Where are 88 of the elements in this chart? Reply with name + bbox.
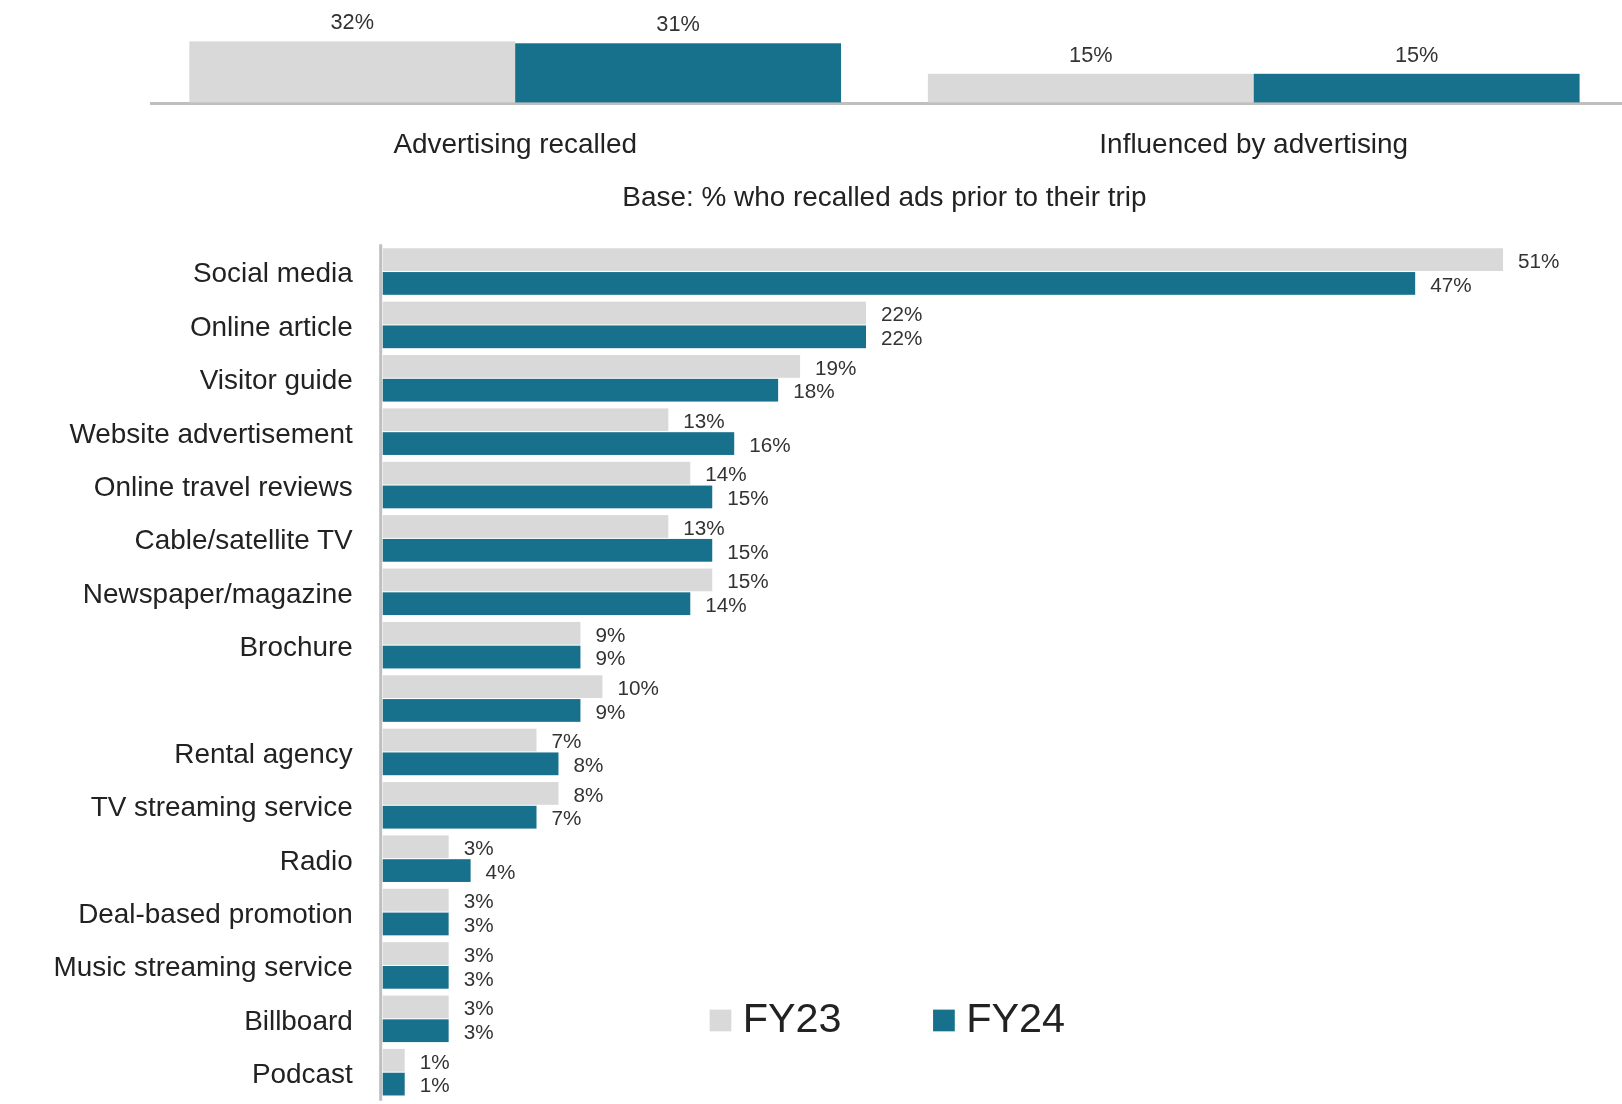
bar: [382, 965, 449, 989]
bar: [382, 355, 801, 378]
data-label: 3%: [463, 942, 494, 966]
bar: [382, 1072, 405, 1096]
y-tick-label: Cable/satellite TV: [134, 524, 354, 556]
x-tick-label: Advertising recalled: [393, 128, 637, 160]
bar: [382, 568, 713, 592]
bar: [382, 325, 867, 349]
x-tick-label: Influenced by advertising: [1099, 128, 1409, 160]
data-label: 8%: [573, 782, 604, 806]
y-tick-label: Visitor guide: [199, 364, 353, 396]
y-tick-label: Music streaming service: [53, 951, 353, 983]
data-label: 8%: [573, 753, 604, 777]
y-tick-label: TV streaming service: [90, 791, 353, 823]
chart-subtitle: Base: % who recalled ads prior to their trip: [622, 180, 1147, 212]
y-tick-label: Radio: [279, 844, 353, 876]
legend-label: FY23: [742, 995, 842, 1042]
data-label: 7%: [551, 729, 582, 753]
y-tick-label: Podcast: [251, 1058, 353, 1090]
data-label: 9%: [595, 646, 626, 670]
legend-label: FY24: [966, 995, 1066, 1042]
data-label: 47%: [1430, 272, 1472, 296]
bar: [382, 248, 1504, 272]
data-label: 9%: [595, 622, 626, 646]
data-label: 4%: [485, 859, 516, 883]
data-label: 16%: [749, 432, 791, 456]
data-label: 22%: [881, 326, 923, 350]
y-tick-label: Online article: [189, 310, 353, 342]
data-label: 14%: [705, 592, 747, 616]
data-label: 22%: [881, 302, 923, 326]
bar: [382, 699, 581, 722]
y-tick-label: Rental agency: [174, 737, 353, 769]
bar: [382, 752, 559, 776]
data-label: 13%: [683, 515, 725, 539]
bar: [382, 888, 449, 912]
y-tick-label: Website advertisement: [69, 417, 353, 449]
data-label: 32%: [330, 9, 374, 35]
y-tick-label: Newspaper/magazine: [82, 577, 353, 609]
bar: [382, 995, 449, 1019]
data-label: 1%: [419, 1049, 450, 1073]
data-label: 3%: [463, 996, 494, 1020]
data-label: 15%: [727, 486, 769, 510]
bar: [382, 408, 669, 432]
bar: [382, 621, 581, 645]
y-tick-label: Billboard: [244, 1004, 353, 1036]
data-label: 15%: [1394, 41, 1439, 67]
bar: [382, 515, 669, 538]
bar: [382, 1019, 449, 1043]
data-label: 31%: [656, 11, 700, 37]
bar: [382, 461, 691, 485]
data-label: 13%: [683, 409, 725, 433]
bar: [382, 538, 713, 562]
bar: [382, 272, 1416, 295]
data-label: 14%: [705, 462, 747, 486]
bar: [382, 942, 449, 965]
data-label: 15%: [1069, 41, 1113, 67]
data-label: 10%: [617, 675, 659, 699]
data-label: 3%: [463, 889, 494, 913]
bar: [382, 782, 559, 805]
data-label: 7%: [551, 806, 582, 830]
data-label: 3%: [463, 836, 494, 860]
data-label: 51%: [1518, 248, 1560, 272]
data-label: 19%: [815, 355, 857, 379]
y-tick-label: Brochure: [239, 631, 353, 663]
bar: [382, 301, 867, 325]
bar: [382, 859, 471, 882]
data-label: 18%: [793, 379, 835, 403]
bar: [382, 592, 691, 616]
data-label: 15%: [727, 569, 769, 593]
bar: [382, 485, 713, 509]
y-tick-label: Deal-based promotion: [78, 897, 353, 929]
bar: [382, 912, 449, 936]
data-label: 9%: [595, 699, 626, 723]
data-label: 15%: [727, 539, 769, 563]
bar: [382, 805, 537, 829]
bar: [382, 432, 735, 455]
data-label: 3%: [463, 913, 494, 937]
y-tick-label: Social media: [192, 257, 354, 289]
data-label: 1%: [419, 1073, 450, 1097]
bar: [382, 1048, 405, 1072]
bar: [382, 378, 779, 402]
data-label: 3%: [463, 1019, 494, 1043]
data-label: 3%: [463, 966, 494, 990]
y-tick-label: Online travel reviews: [93, 470, 353, 502]
bar: [382, 645, 581, 669]
bar: [382, 728, 537, 752]
bar: [382, 835, 449, 859]
bar: [382, 675, 603, 699]
